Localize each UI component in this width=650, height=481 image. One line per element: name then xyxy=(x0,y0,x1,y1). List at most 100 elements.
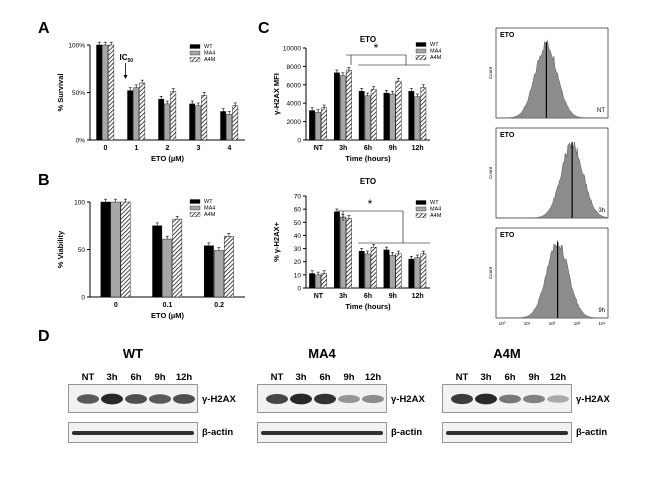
bar-ma4-0.1 xyxy=(162,238,173,298)
lane-label: 12h xyxy=(175,372,193,383)
histogram-label: ETO xyxy=(500,232,515,239)
blot-label-gamma-h2ax: γ-H2AX xyxy=(202,394,236,405)
band-gamma-h2ax xyxy=(338,395,360,403)
x-tick-label: 6h xyxy=(364,145,372,152)
band-gamma-h2ax xyxy=(290,393,312,405)
x-tick-label: 1 xyxy=(135,145,139,152)
legend-swatch xyxy=(415,200,427,205)
y-tick-label: 40 xyxy=(294,233,302,240)
bar-wt-0 xyxy=(100,201,111,298)
histogram-curve xyxy=(496,240,608,318)
legend-label: WT xyxy=(430,42,439,48)
bar-ma4-1 xyxy=(133,87,140,141)
lane-label: 3h xyxy=(106,372,118,383)
bar-a4m-6h xyxy=(370,247,377,289)
histogram-xtick: 10² xyxy=(549,321,556,326)
band-gamma-h2ax xyxy=(77,394,99,404)
legend-swatch xyxy=(189,44,201,49)
bar-wt-4 xyxy=(220,111,227,141)
bar-a4m-9h xyxy=(395,80,402,141)
lane-label: 12h xyxy=(549,372,567,383)
band-gamma-h2ax xyxy=(547,395,569,403)
y-axis-label: γ-H2AX MFI xyxy=(272,73,281,115)
bar-wt-0.1 xyxy=(152,225,163,298)
histogram-xtick: 10³ xyxy=(574,321,581,326)
legend-swatch xyxy=(415,42,427,47)
legend-swatch xyxy=(415,206,427,212)
blot-label-beta-actin: β-actin xyxy=(576,427,608,438)
band-gamma-h2ax xyxy=(173,394,195,404)
bar-ma4-0 xyxy=(110,201,121,298)
lane-label: 6h xyxy=(319,372,331,383)
legend-swatch xyxy=(189,50,201,56)
blot-label-beta-actin: β-actin xyxy=(202,427,234,438)
y-tick-label: 6000 xyxy=(287,82,302,89)
legend-label: WT xyxy=(204,199,213,205)
sig-star: * xyxy=(374,41,379,55)
y-tick-label: 10000 xyxy=(283,46,301,53)
y-tick-label: 4000 xyxy=(287,101,302,108)
bar-a4m-3 xyxy=(201,95,208,141)
bar-a4m-3h xyxy=(345,69,352,141)
lane-label: 9h xyxy=(154,372,166,383)
bar-wt-NT xyxy=(309,273,316,289)
y-tick-label: 0 xyxy=(81,295,85,302)
histogram-curve xyxy=(496,39,608,118)
band-beta-actin xyxy=(72,431,194,435)
blot-image xyxy=(68,384,198,443)
band-gamma-h2ax xyxy=(451,393,473,405)
histogram-time: NT xyxy=(597,108,605,114)
legend-label: MA4 xyxy=(430,207,441,213)
bar-a4m-NT xyxy=(321,273,328,289)
bar-wt-6h xyxy=(358,250,365,289)
blot-image xyxy=(442,384,572,443)
x-tick-label: 12h xyxy=(412,293,424,300)
band-gamma-h2ax xyxy=(266,394,288,404)
x-axis-label: Time (hours) xyxy=(345,154,391,163)
legend-swatch xyxy=(415,48,427,54)
bar-wt-NT xyxy=(309,110,316,141)
band-gamma-h2ax xyxy=(125,394,147,404)
band-gamma-h2ax xyxy=(314,393,336,405)
bar-ma4-3 xyxy=(195,105,202,141)
legend-label: A4M xyxy=(204,212,216,218)
x-tick-label: 0 xyxy=(114,302,118,309)
band-gamma-h2ax xyxy=(475,393,497,405)
blot-title: MA4 xyxy=(308,346,336,361)
bar-wt-1 xyxy=(127,90,134,141)
blot-label-gamma-h2ax: γ-H2AX xyxy=(576,394,610,405)
bar-ma4-6h xyxy=(364,95,371,141)
blot-title: A4M xyxy=(493,346,521,361)
y-tick-label: 60 xyxy=(294,207,302,214)
histogram-ylabel: Count xyxy=(488,166,493,179)
bar-ma4-NT xyxy=(315,274,322,289)
y-tick-label: 50 xyxy=(78,247,86,254)
panel-letter-a: A xyxy=(38,20,50,37)
y-tick-label: 8000 xyxy=(287,64,302,71)
bar-a4m-0 xyxy=(120,201,131,298)
lane-label: 9h xyxy=(343,372,355,383)
bar-ma4-3h xyxy=(339,216,346,289)
legend-label: WT xyxy=(204,44,213,50)
histogram-ylabel: Count xyxy=(488,66,493,79)
bar-ma4-2 xyxy=(164,103,171,141)
bar-ma4-12h xyxy=(414,96,421,141)
panel-letter-c: C xyxy=(258,20,270,37)
histogram-time: 9h xyxy=(598,308,605,314)
lane-label: 6h xyxy=(130,372,142,383)
legend-label: A4M xyxy=(204,57,216,63)
bar-a4m-12h xyxy=(420,87,427,141)
x-tick-label: 3 xyxy=(197,145,201,152)
bar-wt-12h xyxy=(408,91,415,141)
lane-label: 6h xyxy=(504,372,516,383)
bar-ma4-9h xyxy=(389,254,396,289)
blot-title: WT xyxy=(122,346,144,361)
bar-wt-6h xyxy=(358,91,365,141)
lane-label: NT xyxy=(81,372,95,383)
sig-star: * xyxy=(368,197,373,211)
y-tick-label: 0% xyxy=(76,138,86,145)
blot-image xyxy=(257,384,387,443)
x-tick-label: 9h xyxy=(389,145,397,152)
legend-label: WT xyxy=(430,200,439,206)
histogram-curve xyxy=(496,141,608,218)
